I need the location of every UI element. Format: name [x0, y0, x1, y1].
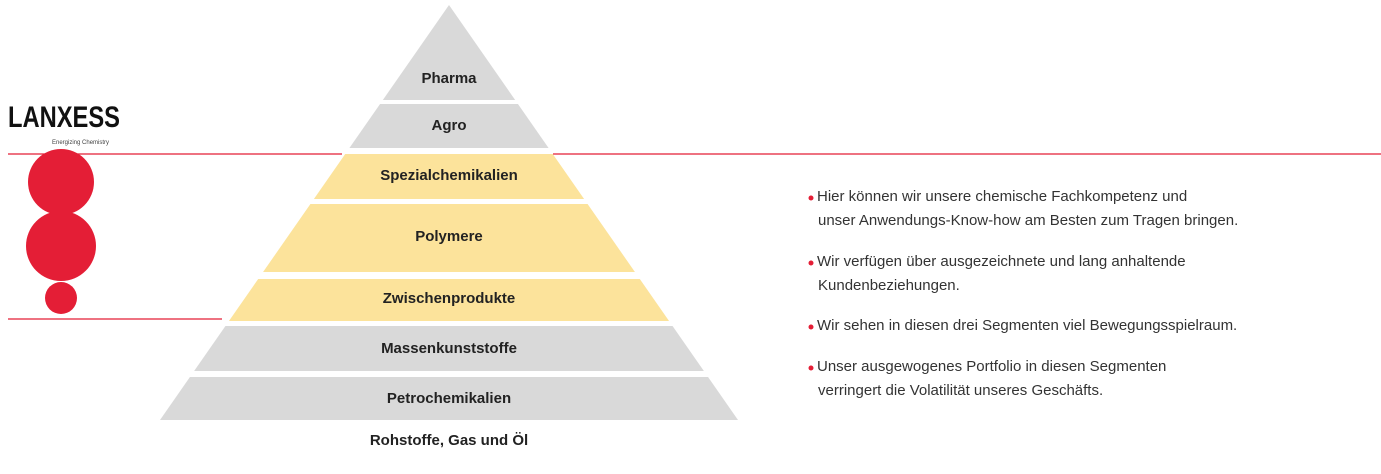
bullet-text: Wir sehen in diesen drei Segmenten viel … — [817, 317, 1237, 334]
bullet-dot — [808, 324, 814, 330]
bullet-dot — [808, 260, 814, 266]
bullet-text: unser Anwendungs-Know-how am Besten zum … — [818, 212, 1238, 229]
pyramid-level — [382, 5, 516, 100]
pyramid-level — [349, 104, 549, 148]
bullet-text: Wir verfügen über ausgezeichnete und lan… — [817, 253, 1186, 270]
pyramid-level-label: Polymere — [415, 228, 483, 245]
bullet-text: Kundenbeziehungen. — [818, 277, 960, 294]
pyramid-level-label: Agro — [432, 117, 467, 134]
pyramid-level-label: Zwischenprodukte — [383, 290, 516, 307]
bullet-dot — [808, 365, 814, 371]
red-dot — [28, 149, 94, 215]
pyramid-level-label: Massenkunststoffe — [381, 340, 517, 357]
pyramid-level-label: Spezialchemikalien — [380, 167, 518, 184]
pyramid-base-label: Rohstoffe, Gas und Öl — [370, 432, 528, 449]
bullet-dot — [808, 195, 814, 201]
logo: LANXESS — [8, 101, 120, 134]
bullet-text: Unser ausgewogenes Portfolio in diesen S… — [817, 358, 1166, 375]
bullet-text: verringert die Volatilität unseres Gesch… — [818, 382, 1103, 399]
pyramid-level — [194, 326, 704, 371]
pyramid-level — [228, 279, 670, 321]
pyramid-level-label: Pharma — [421, 70, 477, 87]
red-dot — [26, 211, 96, 281]
logo-tagline: Energizing Chemistry — [52, 140, 109, 146]
bullet-text: Hier können wir unsere chemische Fachkom… — [817, 188, 1187, 205]
pyramid-level-label: Petrochemikalien — [387, 390, 511, 407]
pyramid-level — [313, 154, 585, 199]
pyramid-level — [263, 204, 635, 272]
pyramid-level — [160, 377, 738, 420]
red-dot — [45, 282, 77, 314]
